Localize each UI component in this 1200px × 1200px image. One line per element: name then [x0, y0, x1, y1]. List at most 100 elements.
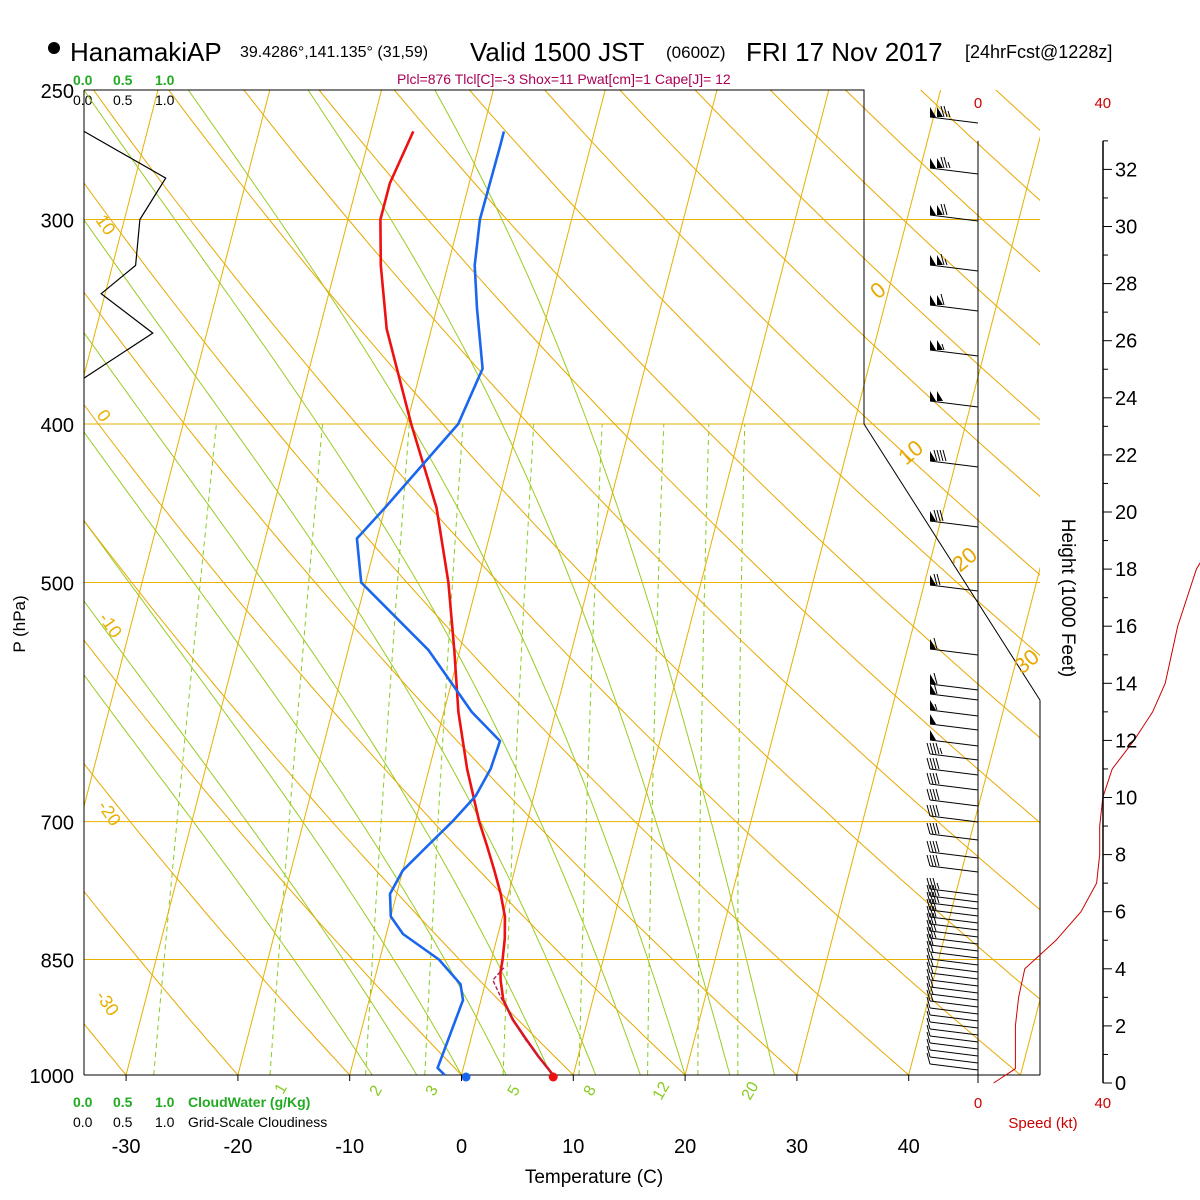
wind-barb-half	[936, 889, 940, 897]
wind-barb-full	[936, 573, 941, 586]
wind-barb-half	[930, 966, 934, 974]
cloud-tick-top-green: 0.5	[113, 72, 133, 88]
wind-barb-pennant	[937, 340, 943, 350]
cloud-tick-top-black: 1.0	[155, 92, 175, 108]
wind-barb-full	[943, 203, 948, 216]
isotherm-label: 0	[93, 406, 115, 426]
dry-adiabat-line	[393, 90, 1040, 739]
height-axis-title: Height (1000 Feet)	[1057, 519, 1078, 677]
wind-barb-staff	[929, 520, 979, 528]
wind-barb-full	[932, 854, 937, 867]
pressure-tick-label: 850	[41, 951, 74, 973]
wind-barb-full	[926, 840, 931, 853]
wind-barb-full	[926, 804, 931, 817]
pressure-tick-label: 300	[41, 211, 74, 233]
wind-barb-staff	[929, 916, 979, 924]
wind-barb-staff	[929, 116, 979, 124]
dry-adiabat-line	[468, 90, 1040, 657]
dry-adiabat-label: 0	[865, 277, 890, 304]
wind-barb-staff	[929, 1000, 979, 1008]
wind-barb-staff	[929, 833, 979, 841]
wind-barb-full	[940, 253, 945, 266]
pressure-tick-label: 400	[41, 415, 74, 437]
wind-barb-half	[939, 747, 943, 755]
height-tick-label: 14	[1115, 673, 1137, 695]
mixing-ratio-label: 8	[581, 1083, 600, 1099]
dry-adiabat-line	[619, 90, 1040, 498]
wind-barb-full	[932, 840, 937, 853]
wind-barb-staff	[929, 768, 979, 776]
cloud-scale-bottom: 0.0 0.5 1.0 CloudWater (g/Kg) 0.0 0.5 1.…	[73, 1094, 327, 1130]
mixing-ratio-line	[269, 423, 323, 1075]
height-tick-label: 4	[1115, 959, 1126, 981]
wind-barb-staff	[929, 584, 979, 592]
dry-adiabat-label: 10	[893, 435, 928, 470]
wind-barb-staff	[929, 1042, 979, 1050]
wind-barb-full	[933, 509, 938, 522]
pressure-tick-label: 250	[41, 81, 74, 103]
wind-barb-staff	[929, 683, 979, 691]
wind-barbs	[926, 105, 979, 1071]
wind-barb-full	[926, 954, 931, 967]
wind-barb-pennant	[930, 575, 936, 585]
mixing-ratio-line	[697, 423, 710, 1075]
wind-barb-full	[932, 772, 937, 785]
wind-barb-half	[936, 882, 940, 890]
pressure-level-lines	[84, 219, 1040, 1076]
mixing-ratio-label: 2	[367, 1083, 386, 1099]
frame-top-right	[84, 89, 1041, 701]
x-axis-title: Temperature (C)	[525, 1167, 663, 1188]
forecast-label: [24hrFcst@1228z]	[965, 42, 1112, 62]
mixing-ratio-label: 12	[650, 1079, 674, 1103]
height-tick-label: 24	[1115, 388, 1137, 410]
wind-barb-full	[926, 822, 931, 835]
height-tick-label: 20	[1115, 502, 1137, 524]
wind-barb-staff	[929, 930, 979, 938]
cloud-tick-bottom-black: 0.0	[73, 1114, 93, 1130]
wind-barb-full	[940, 156, 945, 169]
wind-barb-half	[947, 110, 951, 118]
wind-barb-full	[926, 1010, 931, 1023]
wind-barb-staff	[929, 965, 979, 973]
wind-barb-full	[926, 788, 931, 801]
cloud-tick-bottom-green: 1.0	[155, 1094, 175, 1110]
wind-barb-staff	[929, 648, 979, 656]
wind-barb-full	[932, 884, 937, 897]
wind-barb-full	[926, 975, 931, 988]
wind-barb-full	[926, 926, 931, 939]
wind-barb-full	[929, 940, 934, 953]
wind-barb-half	[947, 161, 951, 169]
wind-barb-full	[929, 898, 934, 911]
mixing-ratio-line	[424, 423, 464, 1075]
wind-barb-full	[935, 804, 940, 817]
wind-barb-staff	[929, 815, 979, 823]
speed-tick-label-top: 0	[974, 95, 982, 112]
dry-adiabat-label: 20	[947, 542, 982, 577]
wind-barb-full	[929, 742, 934, 755]
wind-barb-pennant	[930, 340, 936, 350]
wind-barb-full	[929, 757, 934, 770]
height-tick-label: 32	[1115, 159, 1137, 181]
speed-tick-label-bottom: 40	[1094, 1095, 1111, 1112]
speed-axis-title: Speed (kt)	[1008, 1115, 1077, 1132]
pressure-tick-label: 500	[41, 574, 74, 596]
wind-barb-staff	[929, 1049, 979, 1057]
wind-barb-pennant	[937, 107, 943, 117]
temperature-tick-label: -20	[223, 1136, 252, 1158]
mixing-ratio-line	[153, 423, 217, 1075]
wind-barb-staff	[929, 895, 979, 903]
wind-barb-full	[926, 933, 931, 946]
wind-barb-full	[926, 912, 931, 925]
wind-barb-pennant	[937, 391, 943, 401]
wind-barb-pennant	[930, 700, 936, 710]
wind-barb-full	[929, 772, 934, 785]
wind-speed-profile	[993, 562, 1200, 1084]
wind-barb-full	[926, 898, 931, 911]
cloud-tick-top-green: 1.0	[155, 72, 175, 88]
wind-barb-full	[929, 822, 934, 835]
wind-barb-pennant	[937, 255, 943, 265]
wind-barb-pennant	[930, 158, 936, 168]
mixing-ratio-label: 3	[423, 1083, 442, 1099]
wind-barb-full	[926, 996, 931, 1009]
dry-adiabat-line	[544, 90, 1040, 576]
